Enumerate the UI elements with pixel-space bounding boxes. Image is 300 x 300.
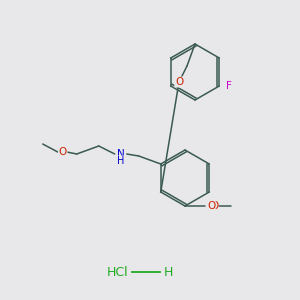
Text: F: F bbox=[226, 81, 232, 91]
Text: O: O bbox=[207, 201, 215, 211]
Text: N: N bbox=[117, 149, 124, 159]
Text: H: H bbox=[117, 156, 124, 166]
Text: H: H bbox=[163, 266, 173, 278]
Text: O: O bbox=[175, 77, 183, 87]
Text: HCl: HCl bbox=[107, 266, 129, 278]
Text: O: O bbox=[58, 147, 67, 157]
Text: O: O bbox=[210, 201, 218, 211]
